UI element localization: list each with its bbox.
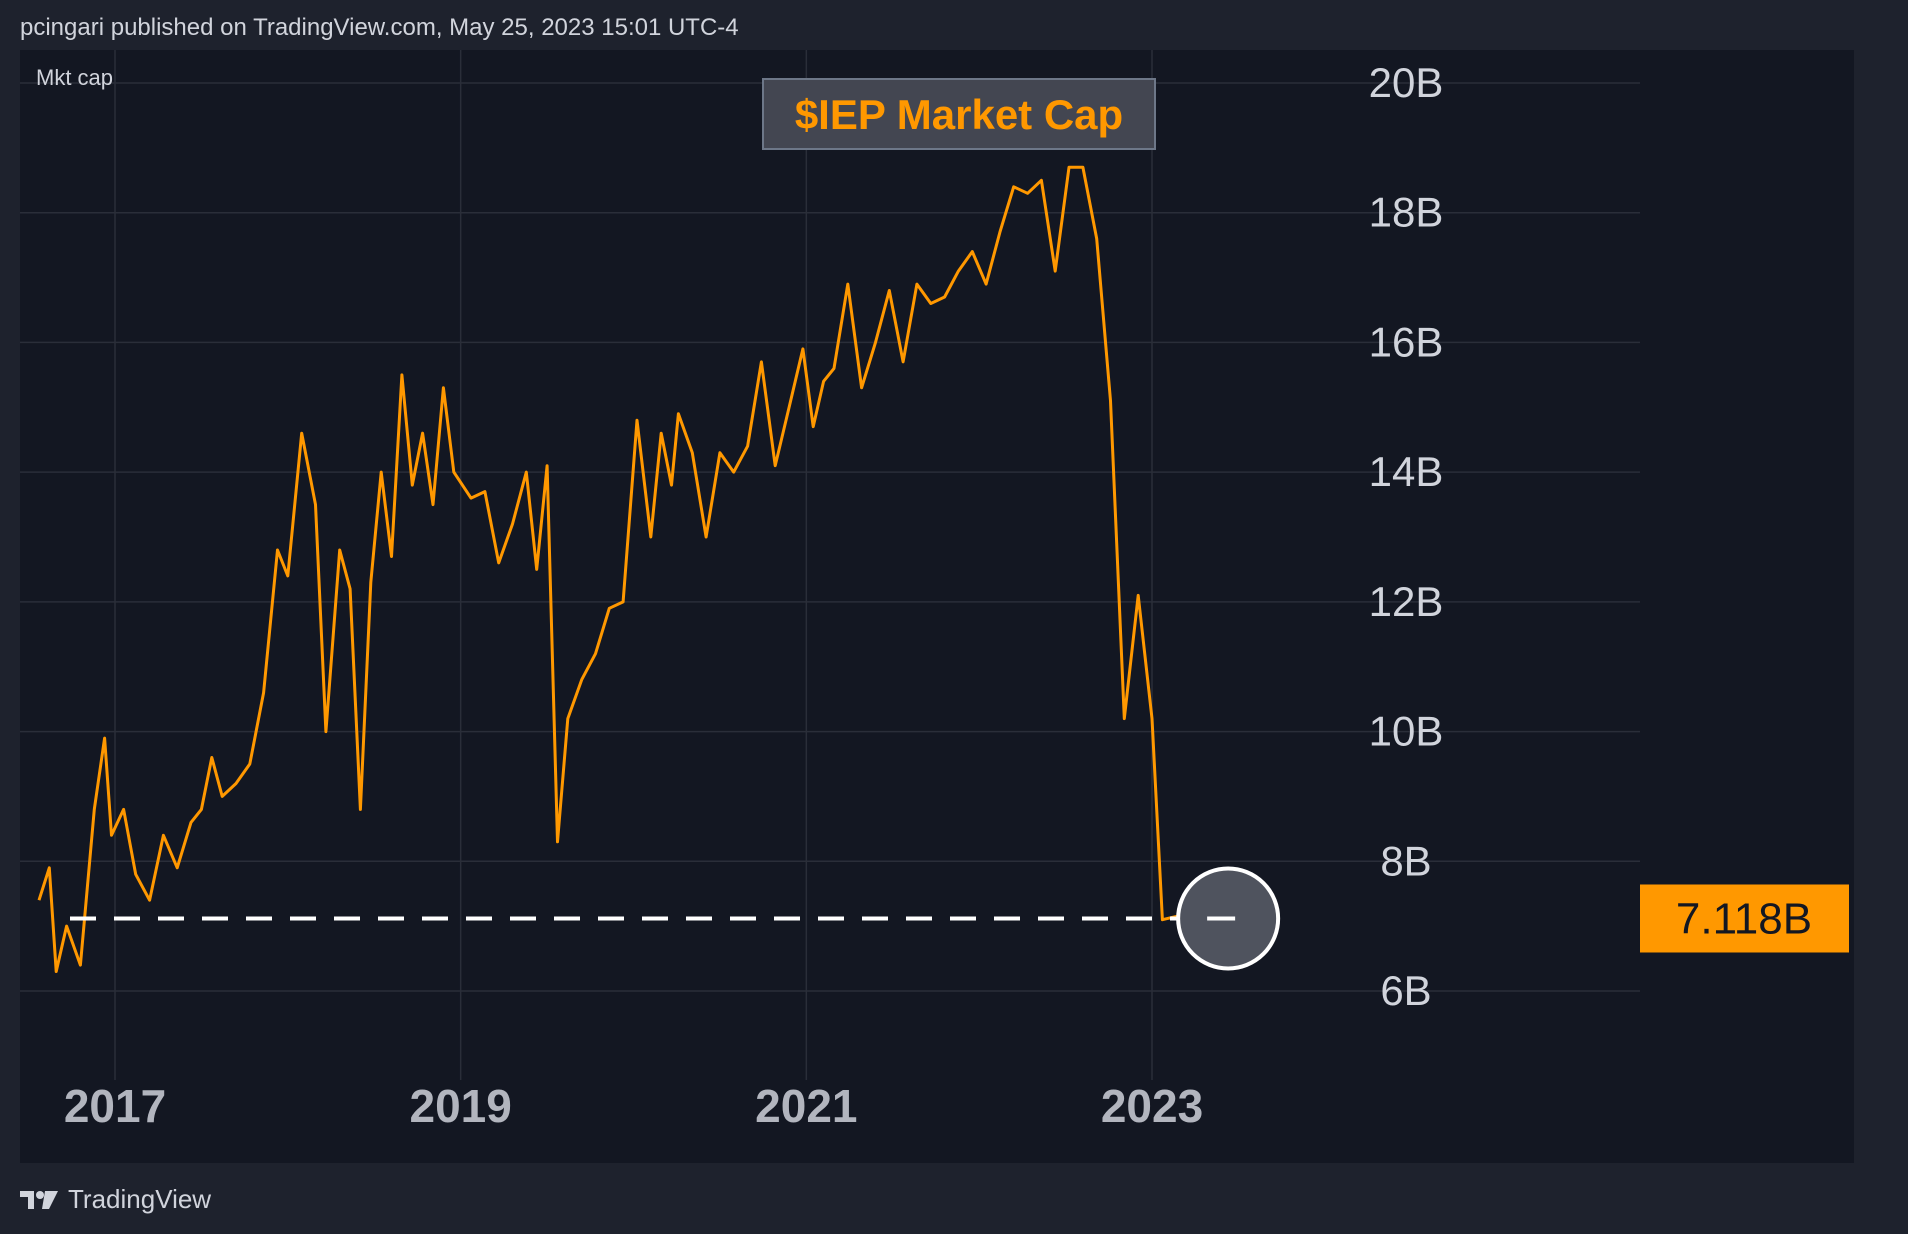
y-tick-label: 14B bbox=[1369, 448, 1444, 495]
y-tick-label: 20B bbox=[1369, 59, 1444, 106]
chart-title: $IEP Market Cap bbox=[795, 91, 1123, 138]
x-tick-label: 2017 bbox=[64, 1080, 166, 1132]
x-tick-label: 2021 bbox=[755, 1080, 857, 1132]
last-value-markers: 7.118B bbox=[70, 866, 1849, 971]
series-layer bbox=[37, 165, 1222, 973]
series-line bbox=[37, 165, 1222, 973]
grid-lines bbox=[20, 50, 1640, 1080]
x-tick-label: 2023 bbox=[1101, 1080, 1203, 1132]
axis-labels: 6B 8B 10B 12B 14B 16B 18B 20B 2017 2019 2021 2023 bbox=[64, 59, 1444, 1132]
x-tick-label: 2019 bbox=[409, 1080, 511, 1132]
chart-panel[interactable]: 7.118B 6B 8B 10B 12B 14B 16B 18B 20B 2017 2019 202… bbox=[20, 50, 1854, 1163]
y-tick-label: 10B bbox=[1369, 708, 1444, 755]
brand-footer[interactable]: TradingView bbox=[20, 1184, 211, 1215]
brand-name: TradingView bbox=[68, 1184, 212, 1214]
y-tick-label: 16B bbox=[1369, 318, 1444, 365]
series-label: Mkt cap bbox=[36, 65, 113, 90]
published-header: pcingari published on TradingView.com, M… bbox=[20, 14, 739, 41]
last-value-label-bg bbox=[1640, 884, 1849, 953]
last-value-label: 7.118B bbox=[1676, 894, 1812, 943]
tradingview-logo-icon bbox=[20, 1190, 58, 1209]
y-tick-label: 12B bbox=[1369, 578, 1444, 625]
chart-title-box: $IEP Market Cap bbox=[762, 78, 1156, 150]
y-tick-label: 8B bbox=[1380, 837, 1431, 884]
y-tick-label: 18B bbox=[1369, 189, 1444, 236]
y-tick-label: 6B bbox=[1380, 967, 1431, 1014]
market-cap-chart[interactable]: 7.118B 6B 8B 10B 12B 14B 16B 18B 20B 2017 2019 202… bbox=[20, 50, 1854, 1163]
